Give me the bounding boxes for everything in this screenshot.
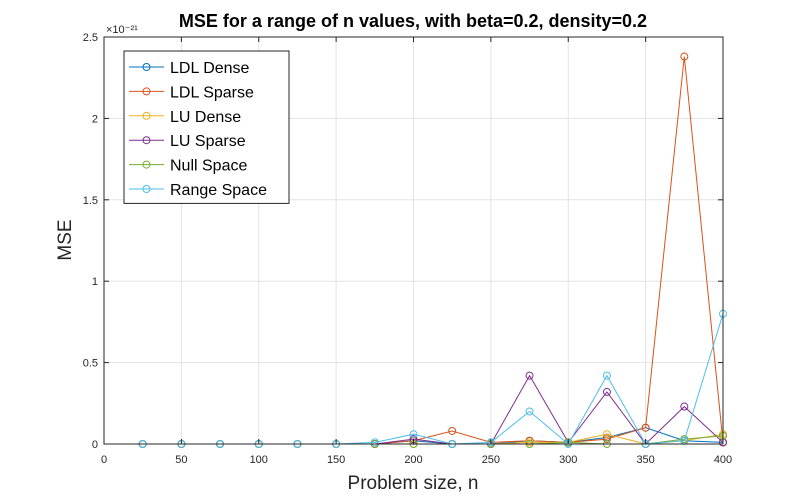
y-tick-label: 1 (92, 276, 98, 288)
data-point-lu-dense (602, 430, 611, 439)
x-tick-label: 150 (327, 454, 345, 466)
legend-item-lu-dense: LU Dense (129, 109, 241, 126)
x-tick-label: 0 (101, 454, 107, 466)
y-tick-label: 0.5 (83, 358, 98, 370)
x-tick-label: 400 (714, 454, 732, 466)
x-tick-label: 200 (404, 454, 422, 466)
data-point-lu-sparse (602, 387, 611, 396)
x-tick-label: 100 (250, 454, 268, 466)
grid (104, 37, 723, 444)
legend-label: Range Space (170, 182, 267, 199)
legend-label: LU Sparse (170, 133, 246, 150)
data-point-range-space (370, 438, 379, 447)
data-point-ldl-sparse (602, 435, 611, 444)
y-tick-label: 2 (92, 113, 98, 125)
legend-item-ldl-dense: LDL Dense (129, 60, 250, 77)
legend-marker (142, 136, 151, 145)
legend-marker (142, 111, 151, 120)
legend-marker (142, 87, 151, 96)
data-point-range-space (486, 438, 495, 447)
data-point-range-space (602, 371, 611, 380)
data-point-ldl-sparse (641, 423, 650, 432)
x-tick-label: 300 (559, 454, 577, 466)
legend-label: LDL Dense (170, 60, 250, 77)
x-tick-label: 250 (482, 454, 500, 466)
legend: LDL Dense LDL Sparse LU Dense LU Sparse Null… (123, 50, 290, 204)
data-point-ldl-sparse (680, 52, 689, 61)
x-axis-label: Problem size, n (348, 473, 479, 494)
data-point-lu-sparse (525, 371, 534, 380)
legend-label: LU Dense (170, 109, 241, 126)
y-exponent-label: ×10⁻²¹ (106, 24, 138, 36)
y-tick-label: 0 (92, 439, 98, 451)
legend-label: Null Space (170, 158, 247, 175)
chart-title: MSE for a range of n values, with beta=0… (179, 11, 647, 31)
legend-item-lu-sparse: LU Sparse (129, 133, 246, 150)
x-tick-label: 350 (636, 454, 654, 466)
x-tick-label: 50 (175, 454, 187, 466)
legend-marker (142, 160, 151, 169)
y-axis-label: MSE (55, 219, 76, 260)
data-point-ldl-sparse (448, 426, 457, 435)
legend-box (123, 50, 290, 204)
ticks: 0 50 100 150 200 250 300 350 400 0 0.5 1 1.5 2 2.5 (83, 32, 732, 466)
y-tick-label: 1.5 (83, 195, 98, 207)
data-point-lu-sparse (680, 402, 689, 411)
legend-label: LDL Sparse (170, 84, 254, 101)
legend-item-null-space: Null Space (129, 158, 247, 175)
legend-marker (142, 63, 151, 71)
legend-marker (142, 185, 151, 193)
legend-item-ldl-sparse: LDL Sparse (129, 84, 254, 101)
data-point-range-space (525, 407, 534, 416)
legend-item-range-space: Range Space (129, 182, 267, 199)
y-tick-label: 2.5 (83, 32, 98, 44)
data-point-range-space (409, 430, 418, 439)
